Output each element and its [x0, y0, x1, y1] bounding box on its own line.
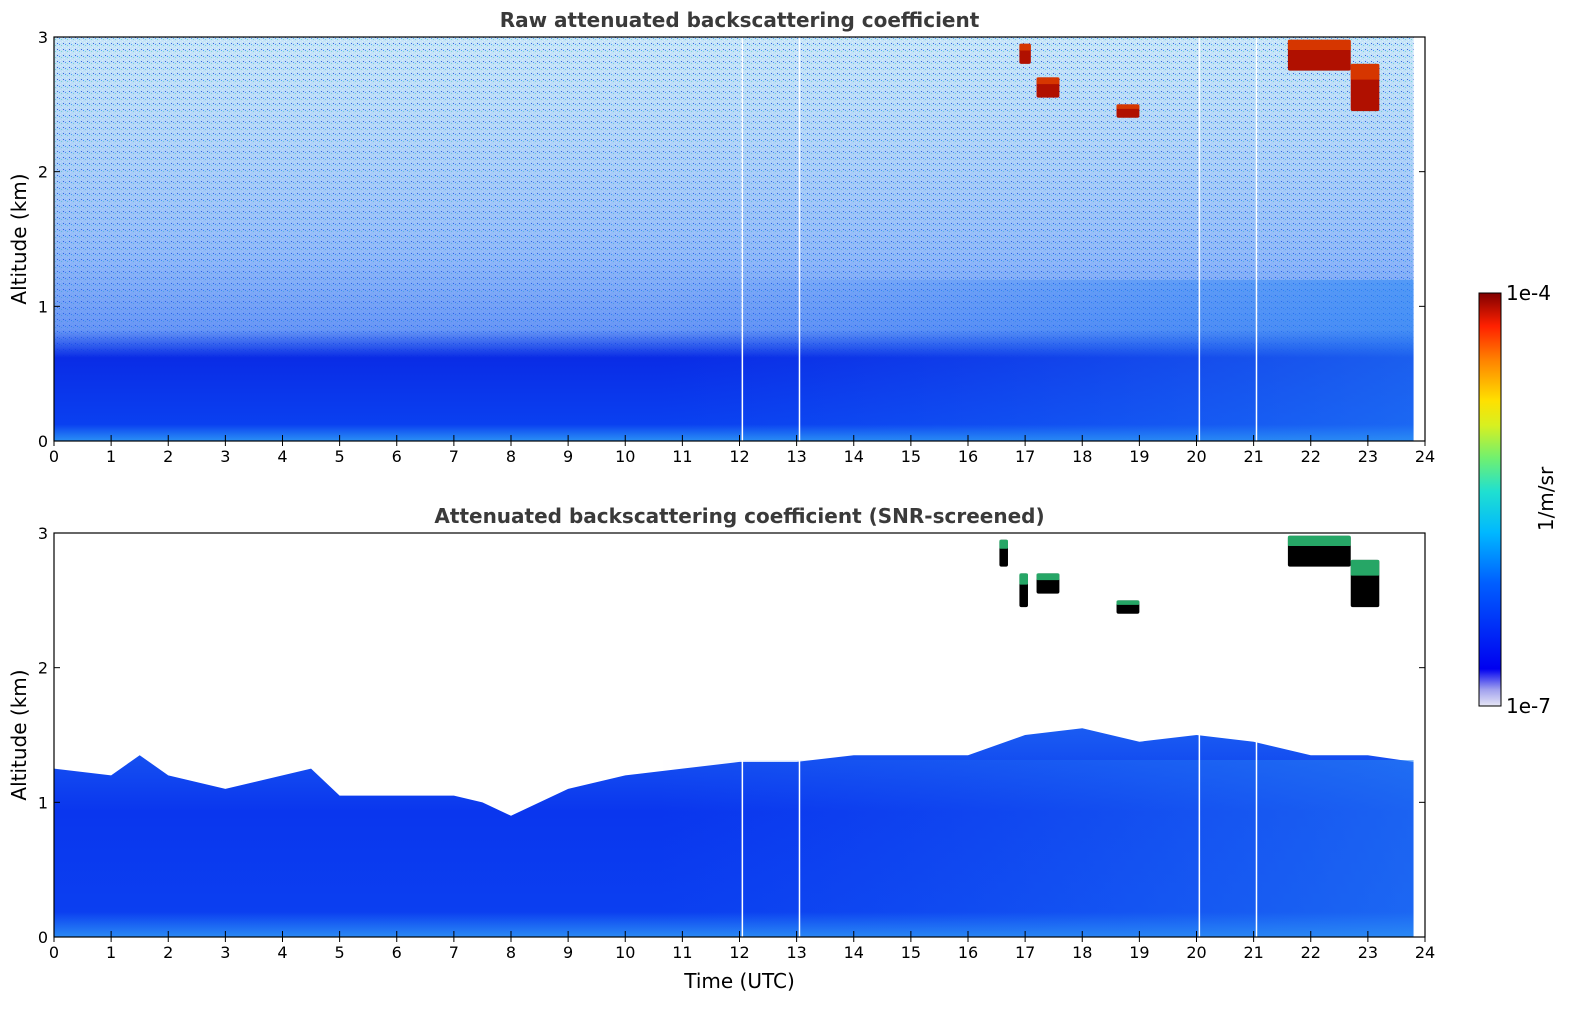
heatmap-area: [54, 533, 1425, 937]
y-axis-label: Altitude (km): [7, 669, 31, 800]
x-tick-label: 21: [1243, 943, 1263, 962]
cloud-feature-edge: [1019, 573, 1028, 585]
data-gap-line: [741, 37, 744, 441]
y-axis-label: Altitude (km): [7, 173, 31, 304]
x-tick-label: 21: [1243, 447, 1263, 466]
x-tick-label: 14: [844, 447, 864, 466]
x-tick-label: 10: [615, 943, 635, 962]
cloud-feature-edge: [1287, 39, 1351, 51]
x-tick-label: 9: [563, 447, 573, 466]
cloud-feature-edge: [999, 539, 1008, 549]
colorbar-gradient: [1478, 292, 1502, 707]
afternoon-layer-tint: [660, 280, 1414, 441]
data-gap-line: [798, 533, 801, 937]
x-tick-label: 13: [786, 943, 806, 962]
x-tick-label: 12: [729, 447, 749, 466]
cloud-feature-edge: [1287, 535, 1351, 547]
x-tick-label: 24: [1415, 447, 1435, 466]
x-tick-label: 17: [1015, 943, 1035, 962]
x-tick-label: 15: [901, 447, 921, 466]
x-tick-label: 2: [163, 943, 173, 962]
x-tick-label: 23: [1358, 943, 1378, 962]
y-tick-label: 1: [38, 297, 48, 316]
x-tick-label: 9: [563, 943, 573, 962]
x-tick-label: 6: [392, 943, 402, 962]
x-tick-label: 23: [1358, 447, 1378, 466]
x-tick-label: 1: [106, 447, 116, 466]
heatmap-area: [54, 37, 1425, 441]
x-tick-label: 3: [220, 943, 230, 962]
x-tick-label: 17: [1015, 447, 1035, 466]
x-tick-label: 19: [1129, 447, 1149, 466]
x-tick-label: 2: [163, 447, 173, 466]
data-gap-line: [1255, 533, 1258, 937]
x-axis-label: Time (UTC): [683, 969, 795, 993]
x-tick-label: 11: [672, 447, 692, 466]
x-tick-label: 5: [335, 943, 345, 962]
x-tick-label: 18: [1072, 447, 1092, 466]
cloud-feature-edge: [1019, 43, 1031, 51]
x-tick-label: 15: [901, 943, 921, 962]
x-tick-label: 19: [1129, 943, 1149, 962]
x-tick-label: 0: [49, 943, 59, 962]
x-tick-label: 14: [844, 943, 864, 962]
cloud-feature-edge: [1350, 63, 1380, 80]
colorbar-unit-label: 1/m/sr: [1534, 466, 1558, 531]
x-tick-label: 11: [672, 943, 692, 962]
y-tick-label: 0: [38, 928, 48, 947]
y-tick-label: 2: [38, 163, 48, 182]
x-tick-label: 16: [958, 447, 978, 466]
data-gap-line: [1255, 37, 1258, 441]
colorbar: 1e-4 1e-7 1/m/sr: [1478, 281, 1558, 718]
x-tick-label: 8: [506, 447, 516, 466]
x-tick-label: 8: [506, 943, 516, 962]
cloud-feature-edge: [1116, 104, 1140, 109]
x-tick-label: 18: [1072, 943, 1092, 962]
x-tick-label: 7: [449, 943, 459, 962]
y-tick-label: 0: [38, 432, 48, 451]
x-tick-label: 3: [220, 447, 230, 466]
x-tick-label: 1: [106, 943, 116, 962]
cloud-feature-edge: [1036, 77, 1060, 85]
y-tick-label: 2: [38, 659, 48, 678]
x-tick-label: 13: [786, 447, 806, 466]
afternoon-layer-tint: [660, 760, 1414, 937]
x-tick-label: 7: [449, 447, 459, 466]
cloud-feature-edge: [1116, 600, 1140, 605]
panel-title: Raw attenuated backscattering coefficien…: [500, 8, 980, 32]
x-tick-label: 0: [49, 447, 59, 466]
colorbar-max-label: 1e-4: [1506, 281, 1551, 305]
data-gap-line: [1198, 37, 1201, 441]
x-tick-label: 22: [1301, 943, 1321, 962]
data-gap-line: [1198, 533, 1201, 937]
x-tick-label: 20: [1186, 943, 1206, 962]
x-tick-label: 5: [335, 447, 345, 466]
x-tick-label: 16: [958, 943, 978, 962]
panel-raw: Raw attenuated backscattering coefficien…: [7, 8, 1435, 466]
x-tick-label: 4: [277, 447, 287, 466]
y-tick-label: 3: [38, 524, 48, 543]
x-tick-label: 6: [392, 447, 402, 466]
x-tick-label: 20: [1186, 447, 1206, 466]
panel-screened: Attenuated backscattering coefficient (S…: [7, 504, 1435, 993]
x-tick-label: 4: [277, 943, 287, 962]
panel-title: Attenuated backscattering coefficient (S…: [434, 504, 1044, 528]
data-gap-line: [741, 533, 744, 937]
x-tick-label: 22: [1301, 447, 1321, 466]
colorbar-min-label: 1e-7: [1506, 694, 1551, 718]
no-data-region: [1413, 37, 1425, 441]
data-gap-line: [798, 37, 801, 441]
x-tick-label: 24: [1415, 943, 1435, 962]
x-tick-label: 12: [729, 943, 749, 962]
cloud-feature-edge: [1350, 559, 1380, 576]
y-tick-label: 3: [38, 28, 48, 47]
x-tick-label: 10: [615, 447, 635, 466]
y-tick-label: 1: [38, 793, 48, 812]
no-data-region: [1413, 533, 1425, 937]
cloud-feature-edge: [1036, 573, 1060, 581]
